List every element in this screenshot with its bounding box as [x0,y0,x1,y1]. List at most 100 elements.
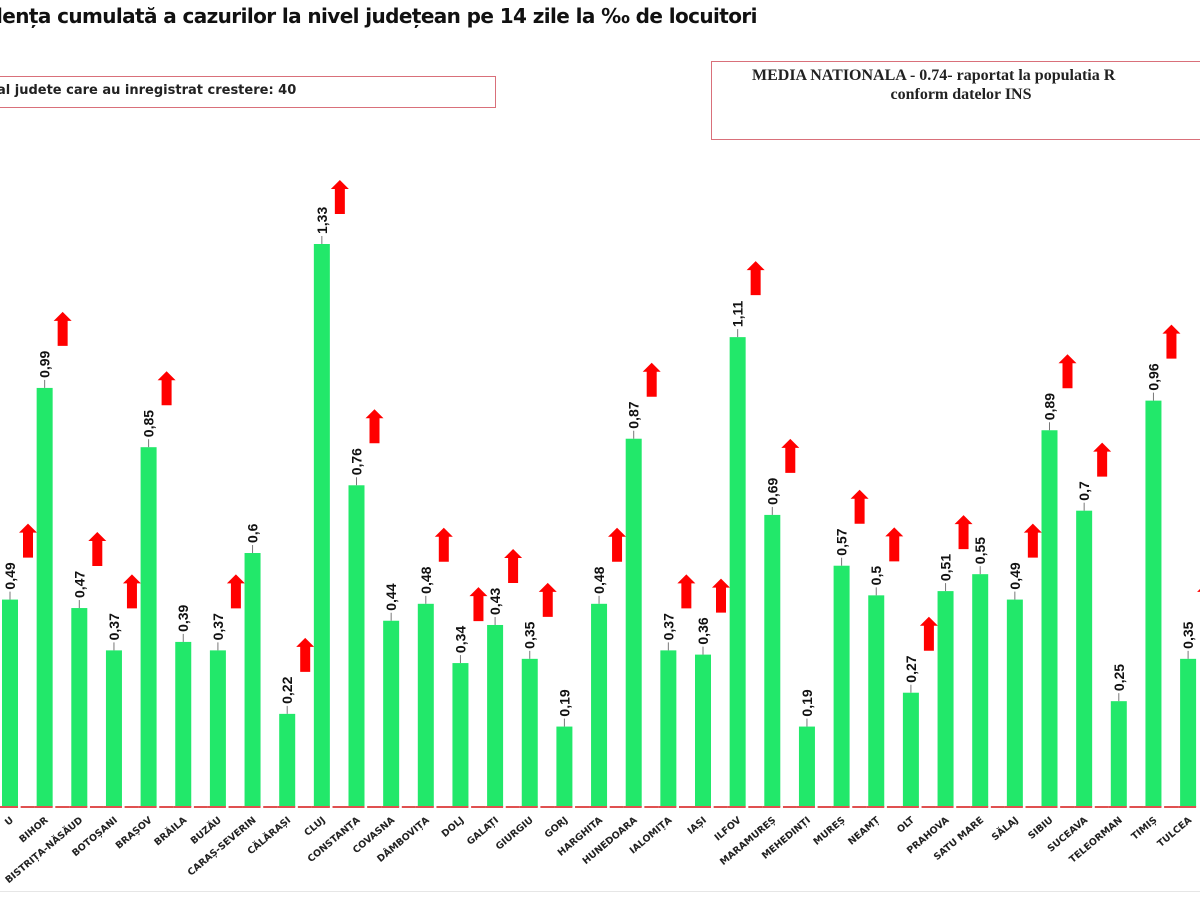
increase-arrow-icon [1058,354,1077,389]
data-label: 0,25 [1111,664,1127,691]
category-label: BRĂILA [152,814,190,849]
data-label: 0,89 [1042,393,1058,420]
increase-arrow-icon [712,578,730,613]
category-label: TULCEA [1156,814,1195,849]
bar [140,447,157,807]
data-label: 0,22 [279,676,295,703]
data-label: 0,85 [141,410,157,437]
bar [729,337,746,807]
bar [556,726,573,807]
data-label: 0,5 [868,566,884,586]
data-label: 0,19 [799,689,815,716]
bar [868,595,885,807]
counties-increase-box: al judete care au inregistrat crestere: … [0,76,496,108]
increase-arrow-icon [434,527,453,562]
data-label: 0,6 [245,523,261,543]
increase-arrow-icon [469,587,488,622]
increase-arrow-icon [954,515,973,550]
bar [383,620,400,807]
increase-arrow-icon [157,371,176,406]
bar [105,650,122,807]
chart-title: lența cumulată a cazurilor la nivel jude… [0,4,757,28]
increase-arrow-icon [642,362,661,397]
data-label: 0,49 [1007,562,1023,589]
bar [1041,430,1058,807]
bar [1110,701,1127,807]
increase-arrow-icon [677,574,696,609]
bottom-divider [0,891,1200,892]
bar [175,641,192,807]
data-label: 0,37 [210,613,226,640]
bar [764,514,781,807]
increase-arrow-icon [1093,442,1112,477]
increase-arrow-icon [296,637,315,672]
increase-arrow-icon [365,409,384,444]
category-label: SĂLAJ [989,814,1021,843]
national-average-box: MEDIA NATIONALA - 0.74- raportat la popu… [711,61,1200,140]
bar [660,650,677,807]
increase-arrow-icon [504,548,523,583]
increase-arrow-icon [88,532,107,567]
increase-arrow-icon [1162,324,1181,359]
increase-arrow-icon [122,574,141,609]
category-label: OLT [895,815,917,836]
data-label: 0,76 [349,448,365,475]
category-label: ILFOV [713,814,745,843]
data-label: 0,96 [1145,363,1161,390]
bar [972,574,989,807]
data-label: 0,69 [764,477,780,504]
data-label: 0,37 [106,613,122,640]
bar [798,726,815,807]
bar [625,438,642,807]
bar [71,608,88,807]
category-label: GIURGIU [494,815,536,853]
data-label: 0,57 [834,528,850,555]
data-label: 0,99 [37,350,53,377]
data-label: 0,39 [175,604,191,631]
data-label: 0,37 [660,613,676,640]
data-label: 0,51 [938,554,954,581]
increase-arrow-icon [19,523,37,558]
bar [937,591,954,807]
data-label: 0,55 [972,537,988,564]
bar [36,387,53,807]
data-label: 0,36 [695,617,711,644]
data-label: 0,49 [2,562,18,589]
bar [1076,510,1093,807]
increase-arrow-icon [330,180,349,214]
data-label: 0,35 [522,621,538,648]
category-label: CLUJ [302,815,327,839]
category-label: IAȘI [686,815,709,837]
data-label: 1,33 [314,207,330,234]
increase-arrow-icon [1023,523,1042,558]
increase-arrow-icon [1197,588,1200,592]
data-label: 0,44 [383,583,399,610]
data-label: 0,87 [626,401,642,428]
data-label: 0,35 [1180,621,1196,648]
increase-arrow-icon [53,311,72,346]
data-label: 0,43 [487,588,503,615]
bar [244,553,261,807]
category-label: MUREȘ [811,815,847,848]
bar [452,663,469,807]
bar [313,244,330,807]
category-label: NEAMȚ [846,815,882,848]
data-label: 0,47 [71,571,87,598]
bar [902,692,919,807]
category-label: DOLJ [440,815,467,840]
data-label: 0,34 [452,626,468,653]
increase-arrow-icon [538,582,557,617]
category-label: SIBIU [1026,815,1055,842]
increase-arrow-icon [226,574,245,609]
bar [487,624,504,807]
increase-arrow-icon [608,527,627,562]
category-label: BRAȘOV [114,814,155,851]
category-label: TIMIȘ [1129,815,1159,843]
bar [2,599,18,807]
data-label: 0,7 [1076,481,1092,501]
data-label: 1,11 [730,300,746,327]
increase-arrow-icon [781,438,800,473]
data-label: 0,48 [418,566,434,593]
bar [1145,400,1162,807]
